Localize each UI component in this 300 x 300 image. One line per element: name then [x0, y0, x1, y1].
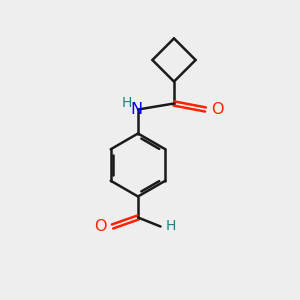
Text: O: O	[94, 219, 107, 234]
Text: N: N	[130, 102, 142, 117]
Text: O: O	[211, 102, 224, 117]
Text: H: H	[166, 220, 176, 233]
Text: H: H	[122, 96, 132, 110]
